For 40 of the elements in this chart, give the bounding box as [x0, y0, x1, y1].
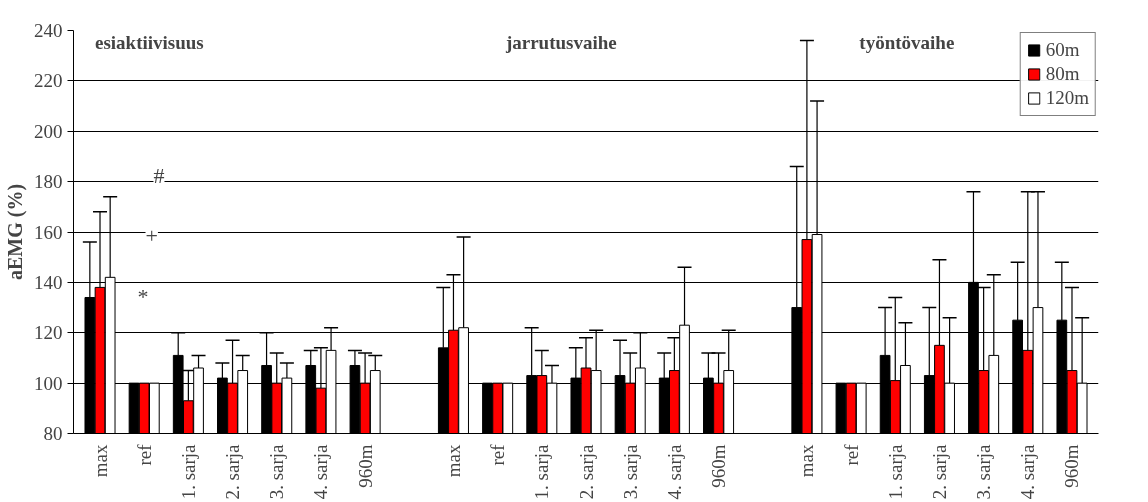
x-tick-label: 3. sarja: [619, 443, 641, 500]
y-tick-label: 100: [34, 372, 63, 394]
x-tick-label: ref: [840, 443, 862, 466]
x-tick-label: 1. sarja: [531, 443, 553, 500]
y-axis-title: aEMG (%): [4, 183, 27, 281]
x-tick-label: 3. sarja: [973, 443, 995, 500]
y-tick-label: 180: [34, 171, 63, 193]
legend-label: 60m: [1045, 39, 1080, 61]
x-tick-label: 2. sarja: [928, 443, 950, 500]
x-tick-label: 960m: [1061, 444, 1083, 488]
x-tick-label: 2. sarja: [575, 443, 597, 500]
x-tick-label: ref: [487, 443, 509, 466]
x-tick-label: 4. sarja: [1017, 443, 1039, 500]
legend-label: 80m: [1045, 63, 1080, 85]
annotation: työntövaihe: [859, 31, 955, 53]
x-tick-label: 1. sarja: [177, 443, 199, 500]
x-tick-label: max: [442, 444, 464, 478]
x-tick-label: 4. sarja: [663, 443, 685, 500]
y-tick-label: 220: [34, 70, 63, 92]
annotation: jarrutusvaihe: [504, 31, 617, 53]
y-tick-label: 80: [43, 423, 63, 444]
annotation: *: [137, 283, 149, 309]
x-tick-label: max: [796, 444, 818, 478]
x-tick-label: 2. sarja: [222, 443, 244, 500]
annotation: +: [145, 223, 158, 249]
legend-label: 120m: [1045, 87, 1089, 109]
x-tick-label: 1. sarja: [884, 443, 906, 500]
x-tick-label: ref: [133, 443, 155, 466]
y-tick-label: 200: [34, 120, 63, 142]
x-tick-label: 960m: [708, 444, 730, 488]
x-tick-label: 3. sarja: [266, 443, 288, 500]
annotation: esiaktiivisuus: [95, 31, 204, 53]
x-tick-label: max: [89, 444, 111, 478]
x-tick-label: 4. sarja: [310, 443, 332, 500]
annotation: #: [153, 163, 165, 189]
y-tick-label: 120: [34, 322, 63, 344]
y-tick-label: 160: [34, 221, 63, 243]
y-tick-label: 240: [34, 20, 63, 41]
y-tick-label: 140: [34, 271, 63, 293]
x-tick-label: 960m: [354, 444, 376, 488]
